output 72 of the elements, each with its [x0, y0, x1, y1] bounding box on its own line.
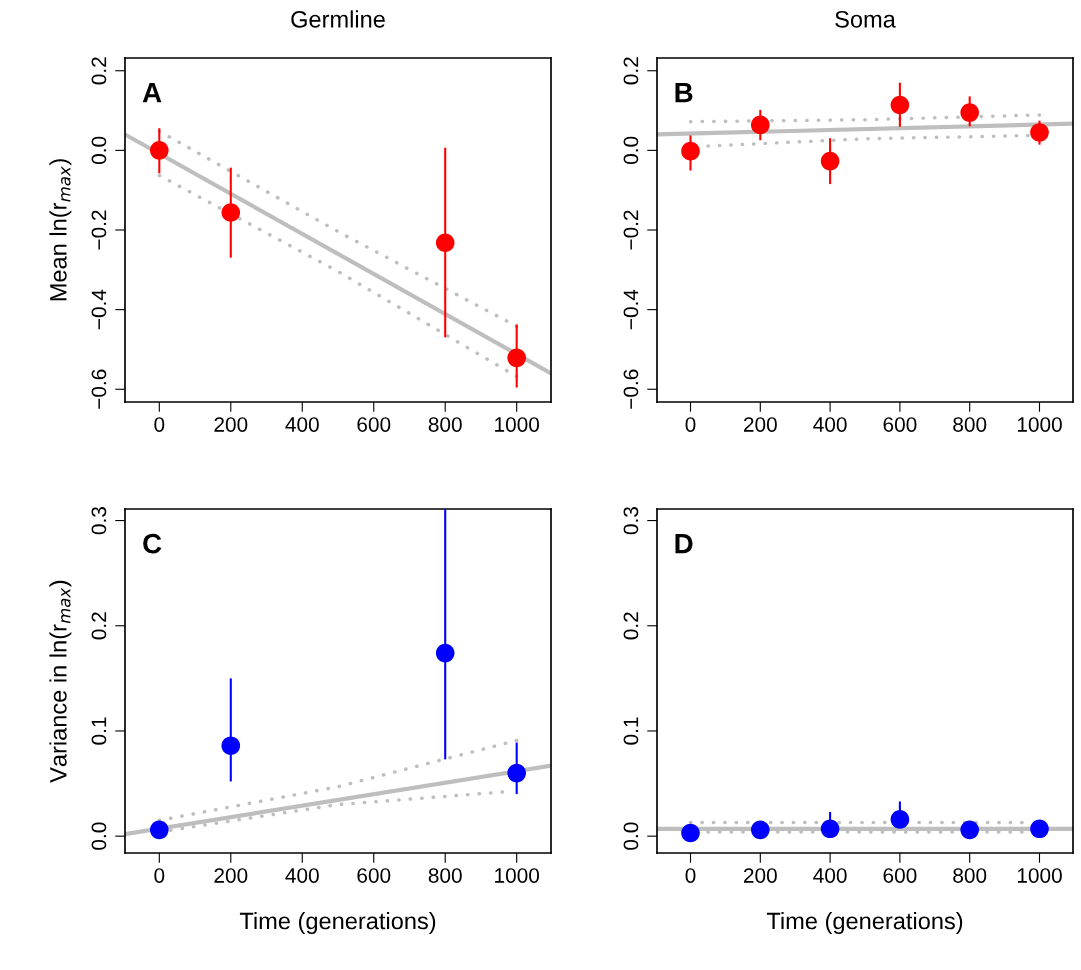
x-axis-title: Time (generations) — [766, 912, 963, 935]
y-tick-label: −0.6 — [91, 369, 107, 409]
point — [221, 736, 241, 756]
y-axis-title: Variance in ln(r$_{max}$) — [49, 580, 72, 783]
point — [1030, 123, 1049, 142]
y-tick-label: −0.2 — [623, 210, 639, 250]
point — [1030, 819, 1049, 839]
x-tick-label: 400 — [285, 417, 319, 432]
y-tick-label: 0.3 — [623, 507, 639, 535]
x-tick-label: 400 — [813, 868, 847, 883]
y-tick-label: 0.1 — [623, 717, 639, 745]
x-tick-label: 0 — [685, 417, 696, 432]
x-tick-label: 0 — [154, 868, 165, 883]
y-tick-label: 0.0 — [623, 136, 639, 165]
chart-title: Germline — [291, 10, 385, 28]
point — [890, 95, 910, 115]
point — [221, 203, 241, 222]
point — [750, 820, 770, 840]
annotation: D — [675, 534, 693, 554]
point — [507, 763, 527, 783]
y-tick-label: 0.2 — [623, 612, 639, 640]
y-tick-label: 0.2 — [91, 612, 107, 640]
y-tick-label: 0.1 — [91, 717, 107, 745]
annotation: B — [675, 83, 693, 103]
x-tick-label: 200 — [214, 868, 248, 883]
annotation: C — [143, 533, 162, 554]
x-tick-label: 600 — [357, 417, 391, 432]
chart-title: Soma — [835, 10, 896, 28]
point — [507, 348, 527, 368]
y-tick-label: 0.0 — [91, 136, 107, 165]
point — [681, 141, 700, 161]
point — [820, 151, 840, 171]
y-axis-title: Mean ln(r$_{max}$) — [49, 159, 72, 301]
y-tick-label: 0.0 — [91, 822, 107, 850]
x-tick-label: 600 — [883, 868, 917, 883]
y-tick-label: −0.2 — [91, 210, 107, 250]
y-tick-label: −0.6 — [623, 369, 639, 409]
point — [750, 115, 770, 135]
x-tick-label: 0 — [154, 417, 165, 432]
point — [435, 233, 455, 253]
x-tick-label: 200 — [743, 868, 777, 883]
x-tick-label: 1000 — [495, 868, 540, 883]
x-tick-label: 800 — [428, 417, 462, 432]
x-tick-label: 1000 — [1017, 868, 1062, 883]
x-tick-label: 200 — [214, 417, 248, 432]
x-tick-label: 200 — [743, 417, 777, 432]
y-tick-label: 0.0 — [623, 822, 639, 850]
x-tick-label: 800 — [953, 868, 987, 883]
y-tick-label: −0.4 — [91, 289, 107, 330]
x-tick-label: 800 — [428, 868, 462, 883]
point — [890, 810, 910, 829]
x-tick-label: 0 — [685, 868, 696, 883]
y-tick-label: 0.2 — [91, 57, 107, 85]
point — [149, 141, 169, 160]
point — [960, 820, 980, 840]
y-tick-label: −0.4 — [623, 289, 639, 330]
x-tick-label: 800 — [953, 417, 987, 432]
point — [681, 823, 700, 843]
x-axis-title: Time (generations) — [239, 912, 436, 935]
y-tick-label: 0.3 — [91, 507, 107, 535]
x-tick-label: 400 — [285, 868, 319, 883]
x-tick-label: 400 — [813, 417, 847, 432]
annotation: A — [142, 83, 162, 103]
point — [960, 103, 980, 122]
x-tick-label: 600 — [883, 417, 917, 432]
point — [149, 820, 169, 840]
x-tick-label: 1000 — [495, 417, 540, 432]
point — [435, 643, 455, 663]
x-tick-label: 1000 — [1017, 417, 1062, 432]
y-tick-label: 0.2 — [623, 57, 639, 85]
x-tick-label: 600 — [357, 868, 391, 883]
point — [820, 819, 840, 839]
